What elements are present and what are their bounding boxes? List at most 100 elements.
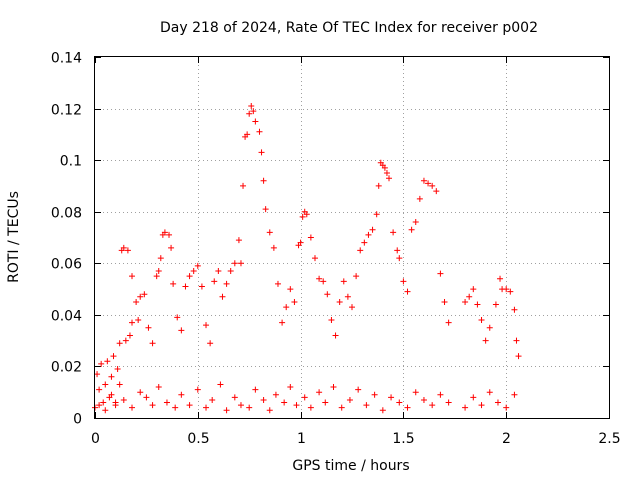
data-point [353, 273, 360, 280]
data-point [396, 399, 403, 406]
data-point [482, 337, 489, 344]
data-point [217, 381, 224, 388]
data-point [178, 391, 185, 398]
data-point [470, 394, 477, 401]
data-point [145, 324, 152, 331]
data-point [135, 317, 142, 324]
data-point [301, 394, 308, 401]
data-point [307, 404, 314, 411]
data-point [252, 386, 259, 393]
data-point [207, 340, 214, 347]
data-point [503, 404, 510, 411]
data-point [272, 391, 279, 398]
data-point [281, 399, 288, 406]
data-point [96, 386, 103, 393]
data-point [223, 280, 230, 287]
data-point [373, 211, 380, 218]
data-point [137, 293, 144, 300]
data-point [503, 286, 510, 293]
data-point [137, 389, 144, 396]
data-point [412, 219, 419, 226]
data-point [211, 278, 218, 285]
data-point [396, 255, 403, 262]
data-point [291, 298, 298, 305]
data-point [166, 231, 173, 238]
data-point [246, 404, 253, 411]
data-point [365, 231, 372, 238]
data-point [98, 360, 105, 367]
data-point [155, 268, 162, 275]
data-point [478, 317, 485, 324]
data-point [94, 371, 101, 378]
data-point [237, 402, 244, 409]
data-point [429, 402, 436, 409]
y-tick-label: 0.08 [51, 206, 82, 222]
data-point [375, 182, 382, 189]
data-point [157, 255, 164, 262]
data-point [143, 394, 150, 401]
data-point [129, 404, 136, 411]
data-point [388, 394, 395, 401]
data-point [474, 301, 481, 308]
data-point [163, 399, 170, 406]
data-point [361, 239, 368, 246]
data-point [104, 358, 111, 365]
data-point [194, 262, 201, 269]
data-point [194, 386, 201, 393]
data-point [248, 102, 255, 109]
data-point [129, 319, 136, 326]
data-point [513, 337, 520, 344]
data-point [235, 237, 242, 244]
data-point [172, 404, 179, 411]
data-point [240, 182, 247, 189]
data-point [346, 396, 353, 403]
y-tick-label: 0.02 [51, 360, 82, 376]
data-point [355, 386, 362, 393]
data-point [316, 389, 323, 396]
data-point [492, 301, 499, 308]
data-point [299, 213, 306, 220]
data-point [122, 337, 129, 344]
data-point [437, 391, 444, 398]
data-point [141, 291, 148, 298]
data-point [283, 304, 290, 311]
data-point [209, 396, 216, 403]
data-point [412, 389, 419, 396]
data-point [170, 280, 177, 287]
data-point [246, 110, 253, 117]
data-point [494, 399, 501, 406]
data-point [161, 229, 168, 236]
data-point [203, 404, 210, 411]
data-point [124, 247, 131, 254]
data-point [108, 391, 115, 398]
x-axis-label: GPS time / hours [292, 458, 409, 474]
data-point [116, 340, 123, 347]
data-point [244, 131, 251, 138]
data-point [445, 319, 452, 326]
data-point [332, 332, 339, 339]
data-point [511, 391, 518, 398]
data-point [96, 402, 103, 409]
data-point [149, 402, 156, 409]
y-tick-label: 0.06 [51, 257, 82, 273]
y-axis-label: ROTI / TECUs [6, 191, 22, 283]
data-point [266, 407, 273, 414]
data-point [338, 404, 345, 411]
data-point [227, 268, 234, 275]
data-point [114, 366, 121, 373]
data-point [437, 270, 444, 277]
data-point [174, 314, 181, 321]
data-point [178, 327, 185, 334]
data-point [203, 322, 210, 329]
data-point [400, 278, 407, 285]
data-point [260, 177, 267, 184]
y-tick-label: 0.14 [51, 51, 82, 67]
data-point [149, 340, 156, 347]
data-point [231, 260, 238, 267]
data-point [311, 255, 318, 262]
data-point [462, 404, 469, 411]
chart-title: Day 218 of 2024, Rate Of TEC Index for r… [160, 20, 538, 36]
data-point [126, 332, 133, 339]
data-point [497, 275, 504, 282]
